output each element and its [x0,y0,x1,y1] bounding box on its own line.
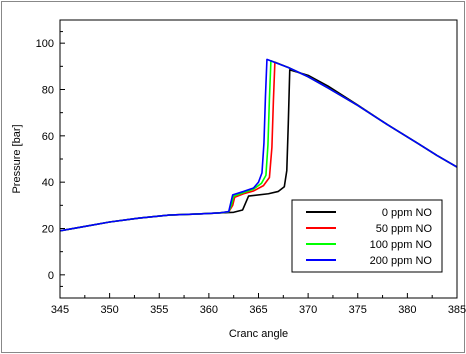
x-tick-label: 370 [299,304,317,316]
x-tick-label: 350 [100,304,118,316]
plot-lines [60,58,457,232]
x-tick-label: 365 [249,304,267,316]
legend-label: 0 ppm NO [382,207,433,219]
y-tick-label: 60 [42,131,54,143]
series-line-200-ppm-no [60,58,457,232]
y-axis: 0 20 40 60 80 100 [36,31,65,287]
y-tick-label: 80 [42,85,54,97]
x-axis-label: Cranc angle [229,328,288,340]
legend-label: 200 ppm NO [370,255,433,267]
x-tick-label: 375 [349,304,367,316]
y-tick-label: 40 [42,177,54,189]
y-tick-label: 20 [42,224,54,236]
y-tick-label: 0 [48,270,54,282]
x-tick-label: 385 [448,304,466,316]
y-tick-label: 100 [36,38,54,50]
x-tick-label: 345 [51,304,69,316]
legend: 0 ppm NO 50 ppm NO 100 ppm NO 200 ppm NO [291,199,443,273]
x-tick-label: 380 [398,304,416,316]
x-axis: 345 350 355 360 365 370 375 380 385 [51,293,466,316]
x-tick-label: 355 [150,304,168,316]
legend-label: 100 ppm NO [370,239,433,251]
x-tick-label: 360 [200,304,218,316]
y-axis-label: Pressure [bar] [11,124,23,193]
legend-label: 50 ppm NO [376,223,433,235]
